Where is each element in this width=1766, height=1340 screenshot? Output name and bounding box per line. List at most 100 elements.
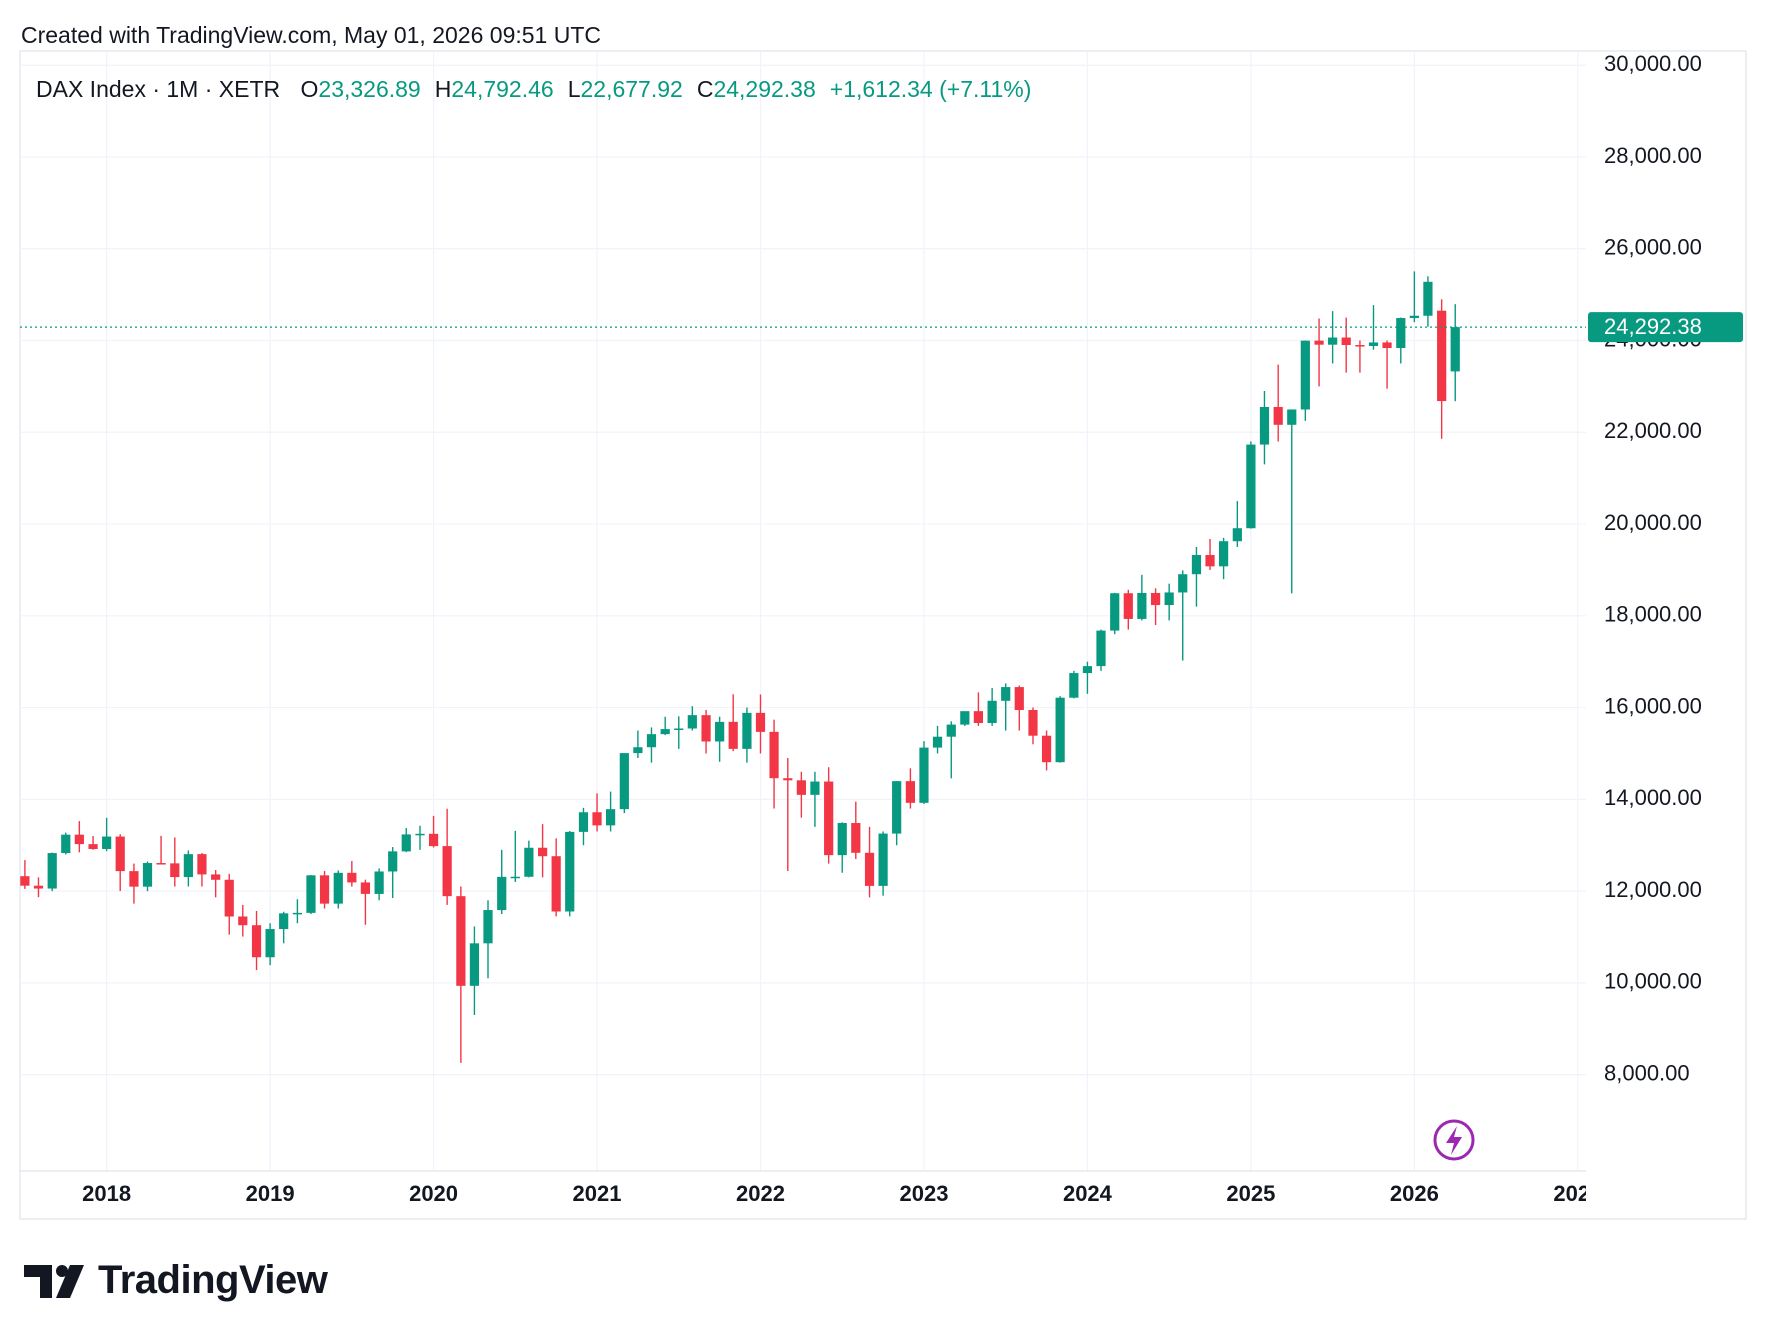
candle-body	[442, 846, 452, 897]
x-tick-label: 2021	[573, 1181, 622, 1206]
candle-body	[551, 856, 561, 912]
candle-body	[224, 879, 234, 917]
candle-body	[47, 853, 57, 889]
candle-body	[905, 781, 915, 803]
legend-key: H	[434, 76, 452, 102]
candle-body	[279, 913, 289, 930]
legend-value: 22,677.92	[580, 76, 683, 102]
x-tick-label: 2020	[409, 1181, 458, 1206]
candle-body	[824, 781, 834, 856]
candle-body	[1232, 528, 1242, 542]
candle-body	[1409, 315, 1419, 319]
candle-body	[1164, 592, 1174, 606]
candle-body	[1437, 310, 1447, 402]
alert-icon[interactable]	[1433, 1119, 1475, 1161]
candle-body	[524, 847, 534, 877]
candle-body	[415, 833, 425, 836]
candle-body	[878, 833, 888, 886]
legend-key: L	[567, 76, 581, 102]
x-tick-label: 2027	[1553, 1181, 1602, 1206]
candle-body	[783, 778, 793, 781]
candle-body	[88, 844, 98, 849]
legend-value: 24,292.38	[713, 76, 816, 102]
candle-body	[932, 736, 943, 748]
candle-body	[1341, 337, 1351, 346]
tv-logo	[24, 1265, 84, 1298]
candle-body	[1123, 593, 1133, 619]
candle-body	[687, 715, 697, 729]
candle-body	[1096, 630, 1106, 667]
y-tick-label: 28,000.00	[1604, 143, 1702, 168]
candle-body	[1314, 340, 1324, 345]
candle-body	[1423, 281, 1433, 316]
candle-body	[728, 721, 738, 749]
candle-body	[74, 834, 84, 845]
candle-body	[592, 812, 602, 826]
candle-body	[1396, 318, 1406, 348]
candle-body	[701, 715, 711, 742]
candle-body	[401, 834, 411, 852]
candle-body	[769, 731, 779, 779]
last-price-label: 24,292.38	[1604, 314, 1702, 339]
candles	[20, 271, 1586, 1063]
y-tick-label: 16,000.00	[1604, 693, 1702, 718]
candle-body	[660, 729, 670, 735]
y-tick-label: 22,000.00	[1604, 418, 1702, 443]
candle-body	[1191, 555, 1202, 575]
candle-body	[919, 747, 929, 803]
candle-body	[333, 872, 343, 904]
candle-body	[946, 724, 956, 737]
candle-body	[1137, 592, 1147, 619]
candle-body	[183, 854, 193, 878]
candle-body	[211, 874, 221, 880]
candle-body	[619, 753, 629, 810]
x-tick-label: 2023	[899, 1181, 948, 1206]
chart-frame	[19, 50, 1747, 1220]
candle-body	[1001, 687, 1011, 701]
candle-body	[565, 831, 575, 912]
candle-body	[360, 882, 371, 894]
candle-body	[428, 833, 439, 847]
y-tick-label: 20,000.00	[1604, 510, 1702, 535]
candle-body	[497, 876, 507, 911]
candle-body	[578, 812, 589, 832]
candle-body	[1368, 342, 1379, 346]
candle-body	[810, 781, 820, 795]
candle-body	[1205, 555, 1215, 567]
candle-body	[61, 834, 71, 854]
candle-body	[537, 847, 548, 857]
candle-body	[1055, 697, 1065, 763]
candle-body	[1110, 593, 1120, 631]
candle-body	[1246, 444, 1256, 529]
candle-body	[388, 851, 398, 872]
candle-body	[1259, 407, 1270, 445]
candle-body	[674, 728, 684, 731]
candle-body	[864, 852, 875, 886]
candle-body	[1041, 735, 1052, 763]
legend: DAX Index · 1M · XETR O23,326.89 H24,792.…	[36, 76, 1031, 103]
legend-change: +1,612.34 (+7.11%)	[829, 76, 1032, 102]
candle-body	[1273, 407, 1283, 425]
candle-body	[374, 871, 384, 894]
y-tick-label: 12,000.00	[1604, 877, 1702, 902]
candle-body	[156, 863, 166, 865]
candle-body	[292, 912, 303, 915]
candle-body	[1014, 687, 1024, 711]
x-tick-label: 2025	[1226, 1181, 1275, 1206]
candle-body	[987, 700, 997, 723]
candle-body	[892, 781, 902, 834]
candle-body	[197, 854, 207, 875]
candle-body	[265, 929, 275, 958]
candle-body	[851, 823, 861, 853]
candle-body	[115, 836, 125, 872]
candle-body	[1328, 337, 1338, 345]
candle-body	[715, 721, 725, 742]
candle-body	[755, 712, 766, 732]
legend-key: O	[300, 76, 319, 102]
candle-body	[1450, 327, 1460, 372]
candle-body	[646, 734, 657, 748]
candle-body	[319, 875, 330, 904]
candle-body	[1082, 666, 1093, 674]
